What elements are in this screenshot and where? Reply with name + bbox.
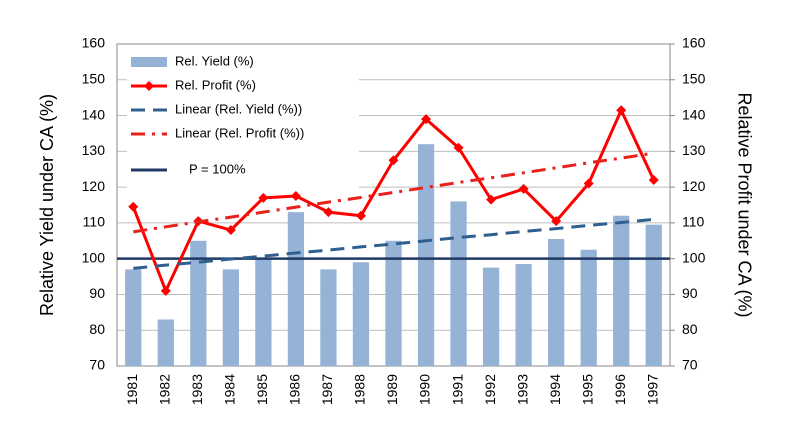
- bar: [352, 262, 370, 366]
- marker: [225, 225, 236, 236]
- y-tick-label: 150: [82, 70, 106, 86]
- legend-label: Linear (Rel. Yield (%)): [175, 101, 302, 116]
- marker: [128, 201, 139, 212]
- marker: [355, 210, 366, 221]
- y-axis-title: Relative Yield under CA (%): [37, 94, 57, 316]
- x-tick-label: 1981: [124, 374, 140, 405]
- x-tick-label: 1985: [254, 374, 270, 405]
- bar: [157, 319, 174, 366]
- bar: [515, 264, 532, 366]
- bar: [255, 258, 272, 366]
- x-tick-label: 1990: [417, 374, 433, 405]
- marker: [388, 155, 399, 166]
- y2-tick-label: 140: [682, 106, 706, 122]
- marker: [290, 191, 301, 202]
- y2-tick-label: 120: [682, 178, 706, 194]
- bar: [385, 240, 402, 366]
- x-tick-label: 1995: [579, 374, 595, 405]
- y2-tick-label: 80: [682, 321, 698, 337]
- marker: [160, 285, 171, 296]
- y2-tick-label: 150: [682, 70, 706, 86]
- legend: Rel. Yield (%) Rel. Profit (%) Linear (Rel…: [127, 48, 359, 188]
- y-tick-label: 160: [82, 35, 106, 51]
- marker: [583, 178, 594, 189]
- bar: [613, 215, 630, 366]
- bar: [125, 269, 142, 366]
- y2-tick-label: 70: [682, 357, 698, 373]
- bar: [287, 212, 305, 366]
- legend-label: Linear (Rel. Profit (%)): [175, 125, 304, 140]
- marker: [648, 174, 659, 185]
- bar: [580, 249, 597, 366]
- x-tick-label: 1983: [189, 374, 205, 405]
- x-tick-label: 1987: [319, 374, 335, 405]
- y-tick-label: 120: [82, 178, 106, 194]
- y2-tick-label: 90: [682, 285, 698, 301]
- bar: [417, 144, 435, 366]
- bar: [190, 240, 207, 366]
- x-tick-label: 1986: [287, 374, 303, 405]
- legend-marker: [144, 81, 154, 91]
- bar: [450, 201, 467, 366]
- x-tick-label: 1996: [612, 374, 628, 405]
- marker: [551, 216, 562, 227]
- marker: [616, 105, 627, 116]
- x-tick-label: 1991: [449, 374, 465, 405]
- y2-axis-title: Relative Profit under CA (%): [734, 92, 754, 317]
- legend-label: Rel. Profit (%): [175, 77, 256, 92]
- legend-box: [127, 48, 359, 188]
- x-tick-label: 1992: [482, 374, 498, 405]
- x-tick-label: 1989: [384, 374, 400, 405]
- x-tick-label: 1982: [156, 374, 172, 405]
- bar: [482, 267, 500, 366]
- legend-label: Rel. Yield (%): [175, 53, 254, 68]
- legend-label: P = 100%: [189, 161, 246, 176]
- x-tick-label: 1997: [644, 374, 660, 405]
- bar: [548, 238, 565, 366]
- legend-swatch: [131, 57, 167, 67]
- bar: [222, 269, 239, 366]
- marker: [421, 114, 432, 125]
- x-tick-label: 1994: [547, 374, 563, 405]
- y2-tick-label: 130: [682, 142, 706, 158]
- x-tick-label: 1993: [514, 374, 530, 405]
- x-tick-label: 1988: [352, 374, 368, 405]
- marker: [323, 207, 334, 218]
- marker: [518, 183, 529, 194]
- y-tick-label: 110: [83, 214, 106, 230]
- marker: [453, 142, 464, 153]
- marker: [258, 192, 269, 203]
- y2-tick-label: 110: [682, 214, 705, 230]
- bar: [645, 224, 662, 366]
- y-tick-label: 70: [89, 357, 105, 373]
- y-tick-label: 140: [82, 106, 106, 122]
- y-tick-label: 130: [82, 142, 106, 158]
- y-tick-label: 100: [82, 249, 106, 265]
- y2-tick-label: 160: [682, 35, 706, 51]
- y2-tick-label: 100: [682, 249, 706, 265]
- y-tick-label: 80: [89, 321, 105, 337]
- marker: [486, 194, 497, 205]
- line: [133, 151, 654, 234]
- y-tick-label: 90: [89, 285, 105, 301]
- bar: [320, 269, 337, 366]
- x-tick-label: 1984: [222, 374, 238, 405]
